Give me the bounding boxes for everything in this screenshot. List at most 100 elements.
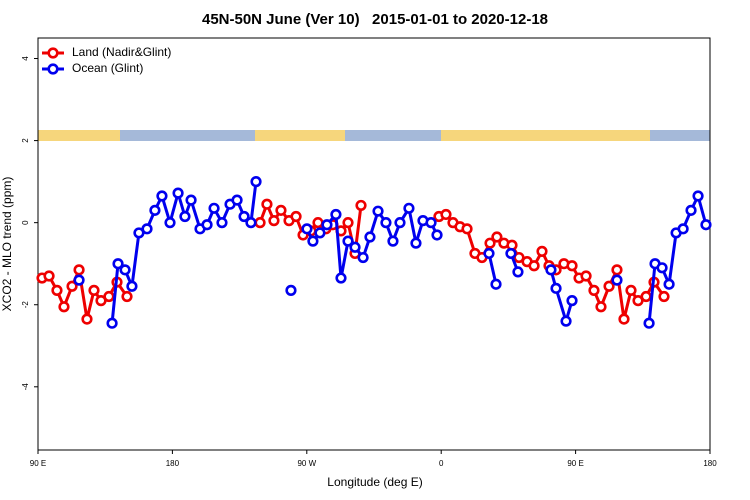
- data-point: [560, 315, 572, 327]
- data-point: [491, 231, 503, 243]
- data-point: [342, 217, 354, 229]
- data-point: [380, 217, 392, 229]
- data-point: [73, 264, 85, 276]
- data-point: [126, 280, 138, 292]
- x-tick-label: 180: [703, 459, 717, 468]
- data-point: [275, 204, 287, 216]
- data-point: [528, 260, 540, 272]
- data-point: [349, 241, 361, 253]
- data-point: [66, 280, 78, 292]
- y-tick-label: 2: [21, 138, 30, 143]
- data-point: [640, 290, 652, 303]
- data-point: [164, 217, 176, 229]
- x-tick-label: 180: [166, 459, 180, 468]
- data-point: [141, 223, 153, 235]
- data-point: [505, 247, 517, 260]
- plot-frame: [37, 37, 711, 451]
- data-point: [112, 258, 124, 270]
- data-point: [700, 219, 712, 231]
- data-point: [51, 284, 63, 296]
- data-point: [603, 280, 615, 292]
- data-point: [231, 194, 243, 206]
- data-point: [119, 264, 131, 276]
- data-point: [643, 317, 655, 329]
- data-point: [658, 290, 670, 303]
- y-tick-label: 4: [21, 56, 30, 61]
- x-tick-label: 0: [439, 459, 444, 468]
- land-ocean-strip: [38, 130, 710, 141]
- data-point: [483, 247, 495, 260]
- y-tick-label: -2: [21, 301, 30, 309]
- data-point: [536, 245, 548, 257]
- data-point: [550, 282, 562, 294]
- data-point: [588, 284, 600, 296]
- data-point: [566, 260, 578, 272]
- data-point: [692, 190, 704, 202]
- land-band: [38, 130, 120, 141]
- data-point: [172, 187, 184, 199]
- data-point: [512, 266, 524, 278]
- data-point: [595, 301, 607, 313]
- data-point: [330, 208, 342, 221]
- land-band: [441, 130, 650, 141]
- data-point: [179, 210, 191, 223]
- ocean-band: [120, 130, 255, 141]
- data-point: [342, 235, 354, 247]
- data-point: [372, 205, 384, 217]
- data-point: [290, 210, 302, 223]
- data-point: [364, 231, 376, 243]
- x-tick-label: 90 E: [30, 459, 46, 468]
- data-point: [314, 227, 326, 239]
- data-point: [43, 270, 55, 282]
- x-tick-label: 90 W: [297, 459, 316, 468]
- data-point: [545, 264, 557, 276]
- data-point: [156, 190, 168, 202]
- data-point: [566, 295, 578, 307]
- data-point: [403, 202, 415, 214]
- data-point: [268, 215, 280, 227]
- data-point: [394, 217, 406, 229]
- data-point: [58, 301, 70, 313]
- data-point: [425, 217, 437, 229]
- ocean-band: [345, 130, 441, 141]
- data-point: [301, 223, 313, 235]
- y-tick-label: 0: [21, 220, 30, 225]
- chart-title: 45N-50N June (Ver 10) 2015-01-01 to 2020…: [202, 11, 548, 28]
- data-point: [321, 219, 333, 231]
- data-point: [410, 237, 422, 249]
- legend-label: Land (Nadir&Glint): [72, 45, 171, 59]
- data-point: [656, 262, 668, 274]
- data-point: [285, 284, 297, 296]
- data-point: [81, 313, 93, 325]
- data-point: [663, 278, 675, 290]
- data-point: [357, 251, 369, 264]
- data-point: [149, 204, 161, 216]
- x-axis-label: Longitude (deg E): [327, 475, 422, 489]
- data-point: [580, 270, 592, 282]
- data-point: [335, 272, 347, 284]
- x-tick-label: 90 E: [567, 459, 583, 468]
- data-point: [387, 235, 399, 247]
- data-point: [216, 217, 228, 229]
- land-band: [255, 130, 345, 141]
- data-point: [490, 278, 502, 290]
- data-point: [625, 284, 637, 296]
- data-point: [611, 274, 623, 286]
- legend-label: Ocean (Glint): [72, 61, 143, 75]
- data-point: [254, 217, 266, 229]
- data-point: [677, 223, 689, 235]
- data-point: [88, 284, 100, 296]
- data-point: [208, 202, 220, 214]
- data-point: [73, 274, 85, 286]
- legend-marker: [47, 63, 59, 75]
- data-point: [238, 210, 250, 223]
- data-point: [121, 290, 133, 303]
- data-point: [201, 219, 213, 231]
- data-point: [312, 217, 324, 229]
- data-point: [611, 264, 623, 276]
- data-point: [307, 235, 319, 247]
- data-point: [185, 194, 197, 206]
- data-point: [484, 237, 496, 249]
- data-point: [461, 223, 473, 235]
